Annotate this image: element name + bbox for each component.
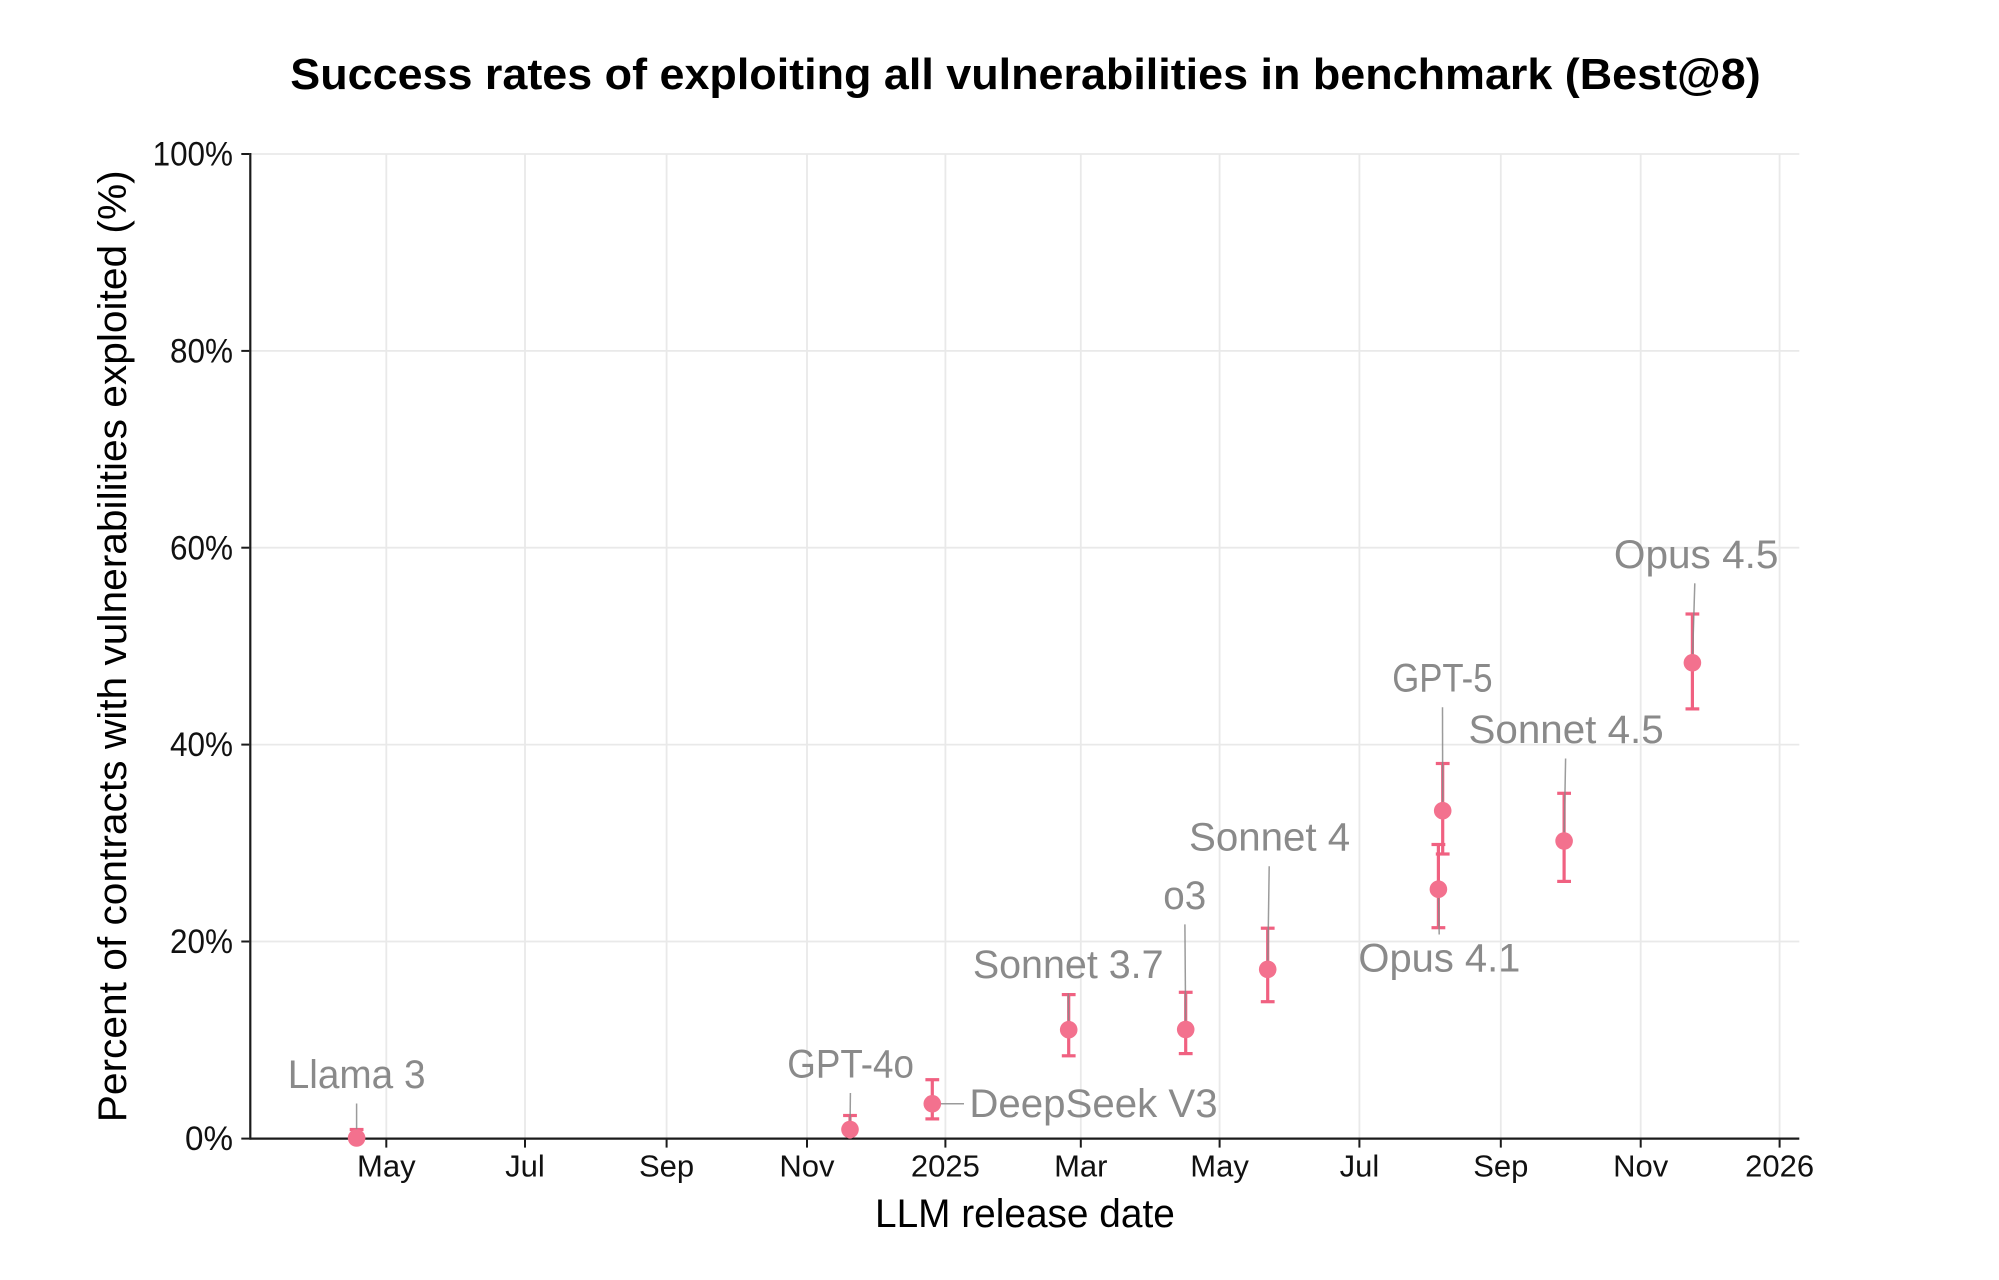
svg-text:Opus 4.5: Opus 4.5 [1614,533,1779,577]
svg-text:Percent of contracts with vuln: Percent of contracts with vulnerabilitie… [91,170,135,1122]
svg-text:Opus 4.1: Opus 4.1 [1358,936,1520,980]
svg-text:60%: 60% [170,529,233,567]
svg-text:80%: 80% [170,333,233,371]
svg-text:0%: 0% [185,1120,233,1158]
svg-text:May: May [1190,1148,1249,1183]
svg-text:Nov: Nov [779,1148,835,1183]
svg-text:40%: 40% [170,726,233,764]
svg-text:Llama 3: Llama 3 [288,1053,426,1097]
svg-text:Success rates of exploiting al: Success rates of exploiting all vulnerab… [290,50,1760,99]
svg-text:Mar: Mar [1054,1148,1107,1183]
svg-text:May: May [357,1148,416,1183]
svg-text:Sonnet 3.7: Sonnet 3.7 [973,943,1164,987]
svg-text:20%: 20% [170,923,233,961]
svg-text:100%: 100% [153,136,233,174]
svg-text:2025: 2025 [911,1148,980,1183]
svg-text:Nov: Nov [1613,1148,1669,1183]
svg-text:Jul: Jul [1340,1148,1380,1183]
svg-text:LLM release date: LLM release date [875,1192,1175,1236]
svg-text:GPT-5: GPT-5 [1392,657,1492,701]
svg-text:Sep: Sep [1473,1148,1528,1183]
svg-text:Sep: Sep [639,1148,694,1183]
svg-text:Sonnet 4: Sonnet 4 [1189,816,1350,860]
svg-text:GPT-4o: GPT-4o [787,1043,914,1087]
svg-text:Sonnet 4.5: Sonnet 4.5 [1469,708,1664,752]
svg-text:DeepSeek V3: DeepSeek V3 [969,1082,1217,1126]
svg-text:Jul: Jul [505,1148,545,1183]
svg-text:o3: o3 [1163,874,1206,918]
svg-text:2026: 2026 [1745,1148,1814,1183]
